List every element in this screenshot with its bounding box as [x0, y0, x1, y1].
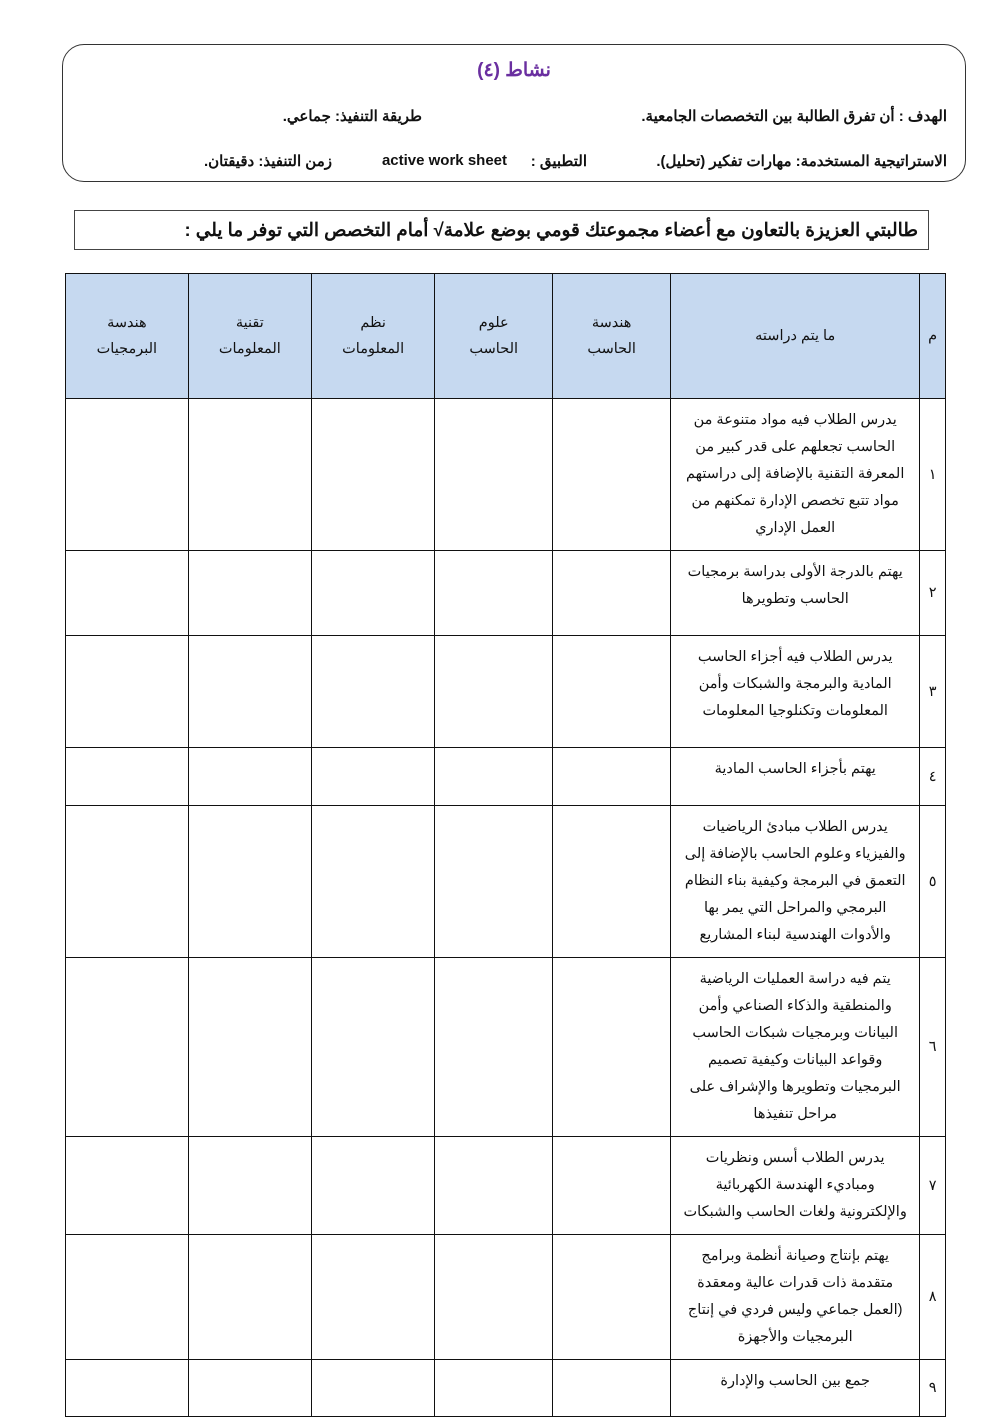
app-label: التطبيق :: [530, 153, 587, 170]
row-description: يهتم بإنتاج وصيانة أنظمة وبرامج متقدمة ذ…: [670, 1234, 921, 1360]
row-number: ٦: [919, 957, 946, 1137]
checkmark-cell[interactable]: [434, 398, 554, 551]
table-row: ٣ يدرس الطلاب فيه أجزاء الحاسب المادية وا…: [65, 635, 946, 748]
row-number: ٣: [919, 635, 946, 748]
instruction-box: طالبتي العزيزة بالتعاون مع أعضاء مجموعتك…: [74, 210, 929, 250]
checkmark-cell[interactable]: [65, 1359, 189, 1417]
checkmark-cell[interactable]: [187, 398, 312, 551]
checkmark-cell[interactable]: [434, 805, 554, 958]
checkmark-cell[interactable]: [65, 550, 189, 636]
row-number: ٧: [919, 1136, 946, 1235]
checkmark-cell[interactable]: [310, 1359, 436, 1417]
checkmark-cell[interactable]: [552, 805, 672, 958]
method-text: طريقة التنفيذ: جماعي.: [282, 108, 422, 125]
checkmark-cell[interactable]: [552, 1359, 672, 1417]
checkmark-cell[interactable]: [187, 1136, 312, 1235]
app-value: active work sheet: [381, 152, 507, 169]
row-description: يدرس الطلاب مبادئ الرياضيات والفيزياء وع…: [670, 805, 921, 958]
strategy-text: الاستراتيجية المستخدمة: مهارات تفكير (تح…: [656, 153, 947, 170]
row-number: ٤: [919, 747, 946, 806]
checkmark-cell[interactable]: [552, 398, 672, 551]
checkmark-cell[interactable]: [187, 957, 312, 1137]
row-number: ٨: [919, 1234, 946, 1360]
checkmark-cell[interactable]: [65, 398, 189, 551]
checkmark-cell[interactable]: [65, 1136, 189, 1235]
checkmark-cell[interactable]: [187, 1359, 312, 1417]
checkmark-cell[interactable]: [187, 635, 312, 748]
checkmark-cell[interactable]: [65, 635, 189, 748]
checkmark-cell[interactable]: [552, 747, 672, 806]
column-header: هندسة الحاسب: [552, 273, 672, 399]
row-description: يدرس الطلاب أسس ونظريات ومباديء الهندسة …: [670, 1136, 921, 1235]
row-number: ٢: [919, 550, 946, 636]
checkmark-cell[interactable]: [552, 635, 672, 748]
row-description: يدرس الطلاب فيه مواد متنوعة من الحاسب تج…: [670, 398, 921, 551]
table-row: ٥ يدرس الطلاب مبادئ الرياضيات والفيزياء و…: [65, 805, 946, 958]
checkmark-cell[interactable]: [65, 957, 189, 1137]
column-header: نظم المعلومات: [310, 273, 436, 399]
checkmark-cell[interactable]: [434, 1234, 554, 1360]
checkmark-cell[interactable]: [552, 550, 672, 636]
specialization-table: م ما يتم دراسته هندسة الحاسب علوم الحاسب نظم…: [65, 273, 946, 1417]
table-row: ٧ يدرس الطلاب أسس ونظريات ومباديء الهندسة…: [65, 1136, 946, 1235]
goal-text: الهدف : أن تفرق الطالبة بين التخصصات الج…: [641, 108, 947, 125]
column-header: تقنية المعلومات: [187, 273, 312, 399]
checkmark-cell[interactable]: [65, 747, 189, 806]
checkmark-cell[interactable]: [187, 1234, 312, 1360]
checkmark-cell[interactable]: [310, 957, 436, 1137]
checkmark-cell[interactable]: [65, 1234, 189, 1360]
column-header: علوم الحاسب: [434, 273, 554, 399]
checkmark-cell[interactable]: [552, 1136, 672, 1235]
checkmark-cell[interactable]: [552, 1234, 672, 1360]
table-row: ٩ جمع بين الحاسب والإدارة: [65, 1359, 946, 1417]
row-number: ٥: [919, 805, 946, 958]
checkmark-cell[interactable]: [434, 1359, 554, 1417]
row-description: يدرس الطلاب فيه أجزاء الحاسب المادية وال…: [670, 635, 921, 748]
checkmark-cell[interactable]: [310, 398, 436, 551]
checkmark-cell[interactable]: [434, 747, 554, 806]
row-number: ٩: [919, 1359, 946, 1417]
checkmark-cell[interactable]: [65, 805, 189, 958]
table-row: ٤ يهتم بأجزاء الحاسب المادية: [65, 747, 946, 806]
table-row: ٨ يهتم بإنتاج وصيانة أنظمة وبرامج متقدمة …: [65, 1234, 946, 1360]
checkmark-cell[interactable]: [310, 550, 436, 636]
column-header: ما يتم دراسته: [670, 273, 921, 399]
table-row: ٢ يهتم بالدرجة الأولى بدراسة برمجيات الحا…: [65, 550, 946, 636]
checkmark-cell[interactable]: [552, 957, 672, 1137]
row-description: يتم فيه دراسة العمليات الرياضية والمنطقي…: [670, 957, 921, 1137]
column-header: م: [919, 273, 946, 399]
checkmark-cell[interactable]: [434, 957, 554, 1137]
row-number: ١: [919, 398, 946, 551]
checkmark-cell[interactable]: [434, 550, 554, 636]
activity-header-box: نشاط (٤) الهدف : أن تفرق الطالبة بين الت…: [62, 44, 966, 182]
checkmark-cell[interactable]: [434, 1136, 554, 1235]
checkmark-cell[interactable]: [310, 747, 436, 806]
row-description: يهتم بالدرجة الأولى بدراسة برمجيات الحاس…: [670, 550, 921, 636]
duration-text: زمن التنفيذ: دقيقتان.: [203, 153, 332, 170]
activity-title: نشاط (٤): [477, 60, 551, 81]
checkmark-cell[interactable]: [310, 635, 436, 748]
checkmark-cell[interactable]: [434, 635, 554, 748]
checkmark-cell[interactable]: [310, 1136, 436, 1235]
row-description: جمع بين الحاسب والإدارة: [670, 1359, 921, 1417]
column-header: هندسة البرمجيات: [65, 273, 189, 399]
checkmark-cell[interactable]: [187, 747, 312, 806]
table-row: ٦ يتم فيه دراسة العمليات الرياضية والمنطق…: [65, 957, 946, 1137]
table-row: ١ يدرس الطلاب فيه مواد متنوعة من الحاسب ت…: [65, 398, 946, 551]
checkmark-cell[interactable]: [187, 550, 312, 636]
checkmark-cell[interactable]: [187, 805, 312, 958]
checkmark-cell[interactable]: [310, 1234, 436, 1360]
row-description: يهتم بأجزاء الحاسب المادية: [670, 747, 921, 806]
checkmark-cell[interactable]: [310, 805, 436, 958]
